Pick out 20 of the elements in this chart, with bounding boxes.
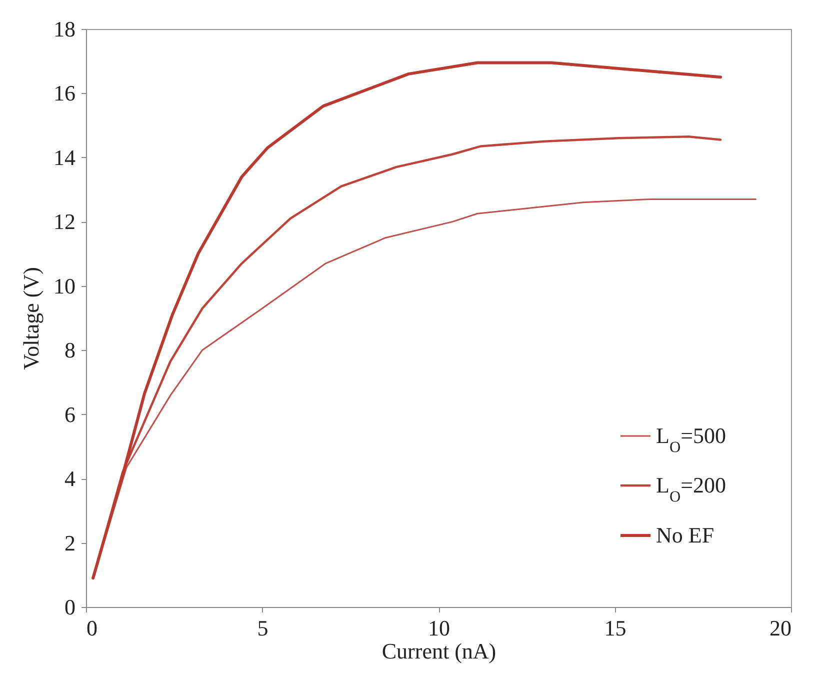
y-tick-label: 4 xyxy=(64,466,76,492)
y-tick-label: 2 xyxy=(64,530,76,556)
x-tick-label: 10 xyxy=(428,616,450,640)
y-axis-title: Voltage (V) xyxy=(18,267,44,370)
y-tick-label: 6 xyxy=(64,402,76,427)
y-tick-label: 12 xyxy=(54,209,76,234)
x-tick-label: 20 xyxy=(770,616,792,640)
x-tick-label: 0 xyxy=(86,616,98,640)
x-tick-label: 5 xyxy=(257,616,268,640)
y-tick-label: 14 xyxy=(54,144,76,170)
legend-label: L$_{O}$=200 xyxy=(656,472,726,505)
y-tick-label: 10 xyxy=(54,273,76,298)
y-tick-label: 8 xyxy=(64,338,76,363)
x-axis-title: Current (nA) xyxy=(382,638,496,664)
legend-label: No EF xyxy=(656,522,714,548)
y-tick-label: 18 xyxy=(54,16,76,42)
x-tick-label: 15 xyxy=(604,616,626,640)
legend-label: L$_{O}$=500 xyxy=(656,423,726,456)
y-tick-label: 0 xyxy=(64,594,76,620)
y-tick-label: 16 xyxy=(54,80,76,106)
